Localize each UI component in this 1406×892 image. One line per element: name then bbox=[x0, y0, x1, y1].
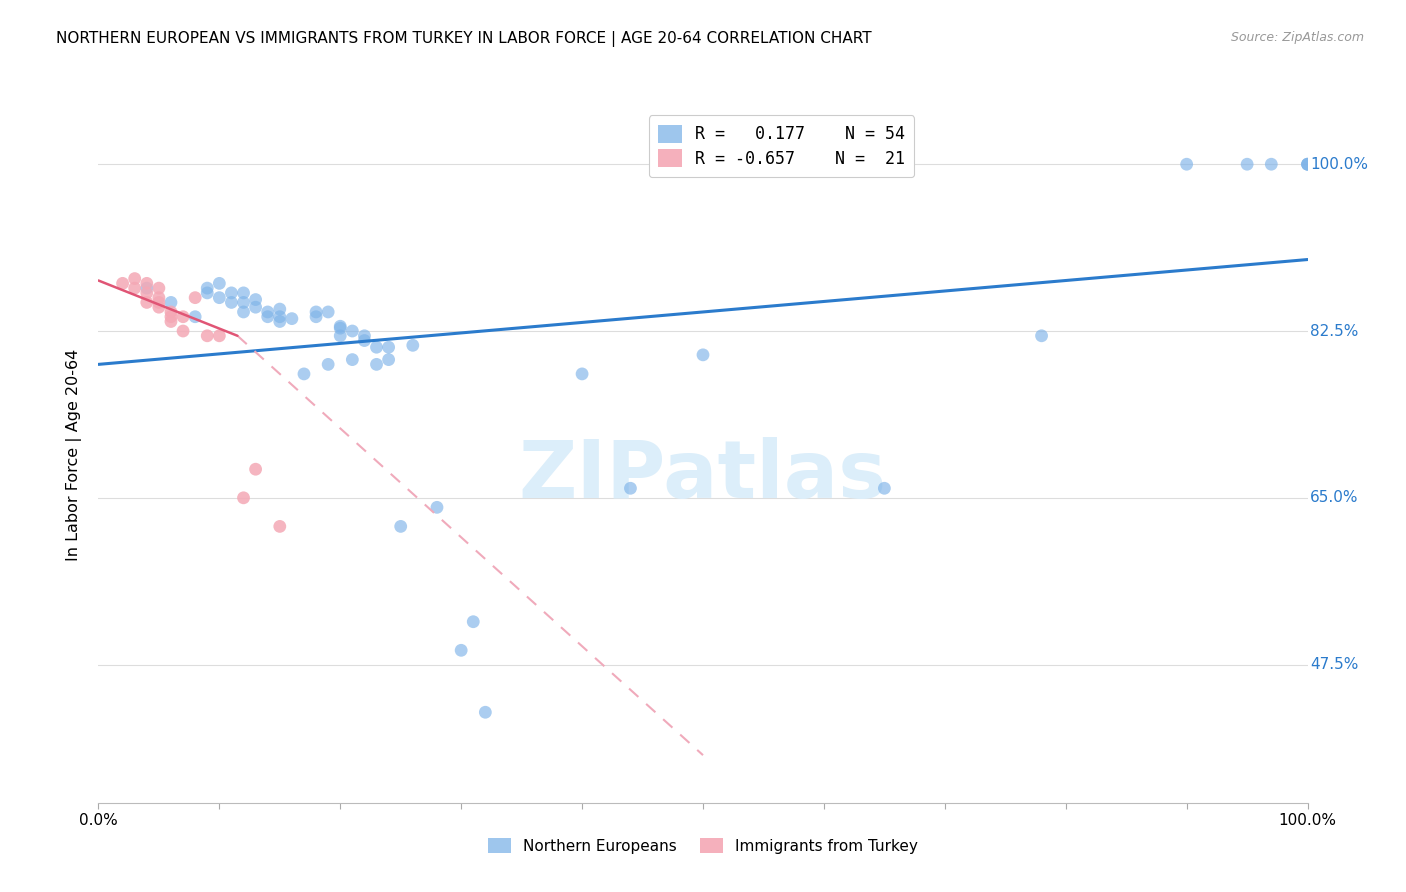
Point bbox=[160, 310, 183, 324]
Point bbox=[124, 271, 146, 285]
Point bbox=[232, 285, 254, 300]
Point bbox=[353, 328, 375, 343]
Point bbox=[160, 305, 183, 319]
Point bbox=[208, 277, 231, 291]
Point bbox=[195, 328, 218, 343]
Point bbox=[329, 319, 352, 334]
Point bbox=[111, 277, 134, 291]
Point bbox=[1031, 328, 1053, 343]
Point bbox=[305, 305, 328, 319]
Text: ZIPatlas: ZIPatlas bbox=[519, 437, 887, 515]
Text: 100.0%: 100.0% bbox=[1310, 157, 1368, 172]
Point bbox=[474, 705, 496, 719]
Point bbox=[124, 281, 146, 295]
Point bbox=[135, 281, 157, 295]
Point bbox=[377, 340, 399, 354]
Point bbox=[329, 328, 352, 343]
Point bbox=[256, 305, 278, 319]
Point bbox=[269, 519, 291, 533]
Point bbox=[692, 348, 714, 362]
Point bbox=[269, 314, 291, 328]
Point bbox=[221, 295, 243, 310]
Point bbox=[426, 500, 449, 515]
Point bbox=[281, 311, 304, 326]
Point bbox=[221, 285, 243, 300]
Point bbox=[463, 615, 485, 629]
Point bbox=[184, 310, 207, 324]
Point bbox=[208, 328, 231, 343]
Point bbox=[232, 295, 254, 310]
Point bbox=[184, 291, 207, 305]
Point bbox=[389, 519, 412, 533]
Point bbox=[269, 310, 291, 324]
Text: NORTHERN EUROPEAN VS IMMIGRANTS FROM TURKEY IN LABOR FORCE | AGE 20-64 CORRELATI: NORTHERN EUROPEAN VS IMMIGRANTS FROM TUR… bbox=[56, 31, 872, 47]
Point bbox=[256, 310, 278, 324]
Point bbox=[1236, 157, 1258, 171]
Point bbox=[172, 324, 194, 338]
Point bbox=[873, 481, 896, 495]
Point bbox=[619, 481, 641, 495]
Point bbox=[342, 324, 364, 338]
Point bbox=[366, 357, 388, 371]
Point bbox=[160, 295, 183, 310]
Point bbox=[245, 462, 267, 476]
Point bbox=[232, 491, 254, 505]
Text: 82.5%: 82.5% bbox=[1310, 324, 1358, 339]
Point bbox=[1260, 157, 1282, 171]
Point bbox=[135, 295, 157, 310]
Point bbox=[269, 302, 291, 317]
Point bbox=[366, 340, 388, 354]
Point bbox=[195, 281, 218, 295]
Point bbox=[208, 291, 231, 305]
Text: 65.0%: 65.0% bbox=[1310, 491, 1358, 505]
Text: 47.5%: 47.5% bbox=[1310, 657, 1358, 672]
Point bbox=[1296, 157, 1319, 171]
Point bbox=[245, 293, 267, 307]
Legend: Northern Europeans, Immigrants from Turkey: Northern Europeans, Immigrants from Turk… bbox=[481, 830, 925, 862]
Point bbox=[342, 352, 364, 367]
Point bbox=[148, 281, 170, 295]
Point bbox=[292, 367, 315, 381]
Point bbox=[305, 310, 328, 324]
Point bbox=[571, 367, 593, 381]
Point bbox=[402, 338, 425, 352]
Point bbox=[316, 305, 339, 319]
Point bbox=[148, 295, 170, 310]
Point bbox=[172, 310, 194, 324]
Point bbox=[377, 352, 399, 367]
Point bbox=[329, 321, 352, 335]
Point bbox=[353, 334, 375, 348]
Point bbox=[232, 305, 254, 319]
Y-axis label: In Labor Force | Age 20-64: In Labor Force | Age 20-64 bbox=[66, 349, 83, 561]
Point bbox=[135, 285, 157, 300]
Point bbox=[148, 291, 170, 305]
Point bbox=[1296, 157, 1319, 171]
Point bbox=[450, 643, 472, 657]
Text: Source: ZipAtlas.com: Source: ZipAtlas.com bbox=[1230, 31, 1364, 45]
Point bbox=[160, 314, 183, 328]
Point bbox=[1296, 157, 1319, 171]
Point bbox=[195, 285, 218, 300]
Point bbox=[148, 300, 170, 314]
Point bbox=[245, 300, 267, 314]
Point bbox=[316, 357, 339, 371]
Point bbox=[1175, 157, 1198, 171]
Point bbox=[135, 277, 157, 291]
